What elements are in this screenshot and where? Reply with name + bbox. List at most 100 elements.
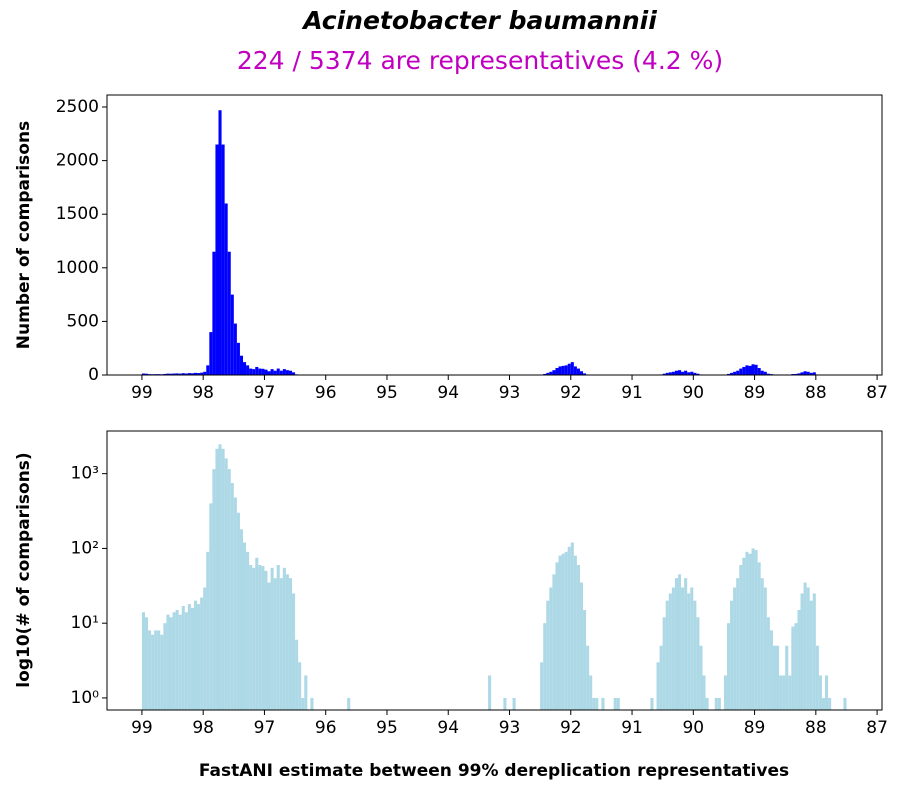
histogram-bar xyxy=(800,593,804,710)
histogram-bar xyxy=(230,482,234,710)
histogram-bar xyxy=(733,371,737,375)
histogram-bar xyxy=(154,630,158,710)
histogram-bar xyxy=(662,373,666,375)
histogram-bar xyxy=(252,567,256,710)
histogram-bar xyxy=(151,634,155,710)
histogram-bar xyxy=(224,458,228,710)
histogram-bar xyxy=(184,612,188,710)
histogram-bar xyxy=(552,574,556,710)
histogram-bar xyxy=(169,617,173,710)
x-tick-label: 93 xyxy=(499,383,521,403)
x-tick-label: 87 xyxy=(866,383,888,403)
histogram-bar xyxy=(200,372,204,375)
histogram-bar xyxy=(797,373,801,375)
histogram-bar xyxy=(279,370,283,375)
histogram-bar xyxy=(549,371,553,375)
histogram-bar xyxy=(671,587,675,710)
histogram-bar xyxy=(788,675,792,710)
histogram-bar xyxy=(567,363,571,375)
x-tick-label: 97 xyxy=(254,383,276,403)
y-tick-label: 10² xyxy=(71,538,99,558)
histogram-bar xyxy=(561,553,565,710)
histogram-bar xyxy=(766,373,770,375)
x-tick-label: 89 xyxy=(744,383,766,403)
histogram-bar xyxy=(181,373,185,375)
histogram-bar xyxy=(310,697,314,710)
histogram-bar xyxy=(573,366,577,375)
y-tick-label: 1000 xyxy=(56,258,99,278)
histogram-bar xyxy=(730,372,734,375)
histogram-bar xyxy=(736,578,740,710)
histogram-bar xyxy=(555,562,559,710)
x-tick-label: 88 xyxy=(805,718,827,738)
histogram-bar xyxy=(163,623,167,710)
histogram-bar xyxy=(209,503,213,710)
plot-frame xyxy=(106,94,883,376)
histogram-bar xyxy=(267,371,271,375)
y-tick-label: 0 xyxy=(88,365,99,385)
histogram-bar xyxy=(690,587,694,710)
histogram-bar xyxy=(178,373,182,375)
y-tick-label: 2000 xyxy=(56,151,99,171)
histogram-bar xyxy=(227,251,231,375)
histogram-bar xyxy=(221,448,225,710)
histogram-bar xyxy=(567,546,571,710)
histogram-bar xyxy=(684,578,688,710)
histogram-bar xyxy=(592,697,596,710)
histogram-bar xyxy=(543,373,547,375)
histogram-bar xyxy=(677,370,682,375)
histogram-bar xyxy=(684,370,688,375)
histogram-bar xyxy=(301,697,305,710)
histogram-bar xyxy=(730,600,734,710)
histogram-bar xyxy=(665,372,669,375)
histogram-bar xyxy=(766,617,770,710)
histogram-bar xyxy=(668,372,672,375)
histogram-bar xyxy=(190,373,194,375)
histogram-bar xyxy=(702,675,706,710)
histogram-bar xyxy=(540,662,544,710)
histogram-bar xyxy=(239,529,244,710)
x-tick-label: 87 xyxy=(866,718,888,738)
histogram-bar xyxy=(236,342,240,375)
histogram-bar xyxy=(141,612,145,710)
histogram-bar xyxy=(825,675,829,710)
x-tick-label: 96 xyxy=(315,718,337,738)
x-tick-label: 92 xyxy=(560,718,582,738)
histogram-bar xyxy=(570,542,574,710)
histogram-bar xyxy=(288,370,293,375)
histogram-bar xyxy=(249,565,253,710)
histogram-bar xyxy=(181,605,185,710)
histogram-bar xyxy=(583,373,587,375)
histogram-bar xyxy=(163,373,167,375)
histogram-bar xyxy=(193,372,198,375)
histogram-bar xyxy=(742,366,746,375)
x-tick-label: 90 xyxy=(682,718,704,738)
histogram-bar xyxy=(255,366,259,375)
histogram-bar xyxy=(671,371,675,375)
histogram-bar xyxy=(261,566,265,710)
histogram-bar xyxy=(583,610,587,710)
histogram-bar xyxy=(763,587,767,710)
histogram-bar xyxy=(564,551,568,710)
x-tick-label: 93 xyxy=(499,718,521,738)
histogram-bar xyxy=(803,582,807,710)
histogram-bar xyxy=(555,368,559,375)
histogram-bar xyxy=(745,551,749,710)
histogram-bar xyxy=(267,582,271,710)
histogram-bar xyxy=(806,371,810,375)
histogram-bar xyxy=(258,565,262,710)
histogram-bar xyxy=(549,587,553,710)
histogram-bar xyxy=(570,362,574,375)
histogram-bar xyxy=(754,364,758,375)
histogram-bar xyxy=(558,555,562,710)
histogram-bar xyxy=(772,645,777,710)
histogram-bar xyxy=(215,448,219,710)
chart-subtitle: 224 / 5374 are representatives (4.2 %) xyxy=(237,46,723,75)
histogram-bar xyxy=(791,626,795,710)
histogram-bar xyxy=(292,593,296,710)
histogram-bar xyxy=(785,645,789,710)
histogram-bar xyxy=(595,697,599,710)
histogram-bar xyxy=(218,444,222,710)
histogram-bar xyxy=(546,600,550,710)
histogram-bar xyxy=(601,697,605,710)
